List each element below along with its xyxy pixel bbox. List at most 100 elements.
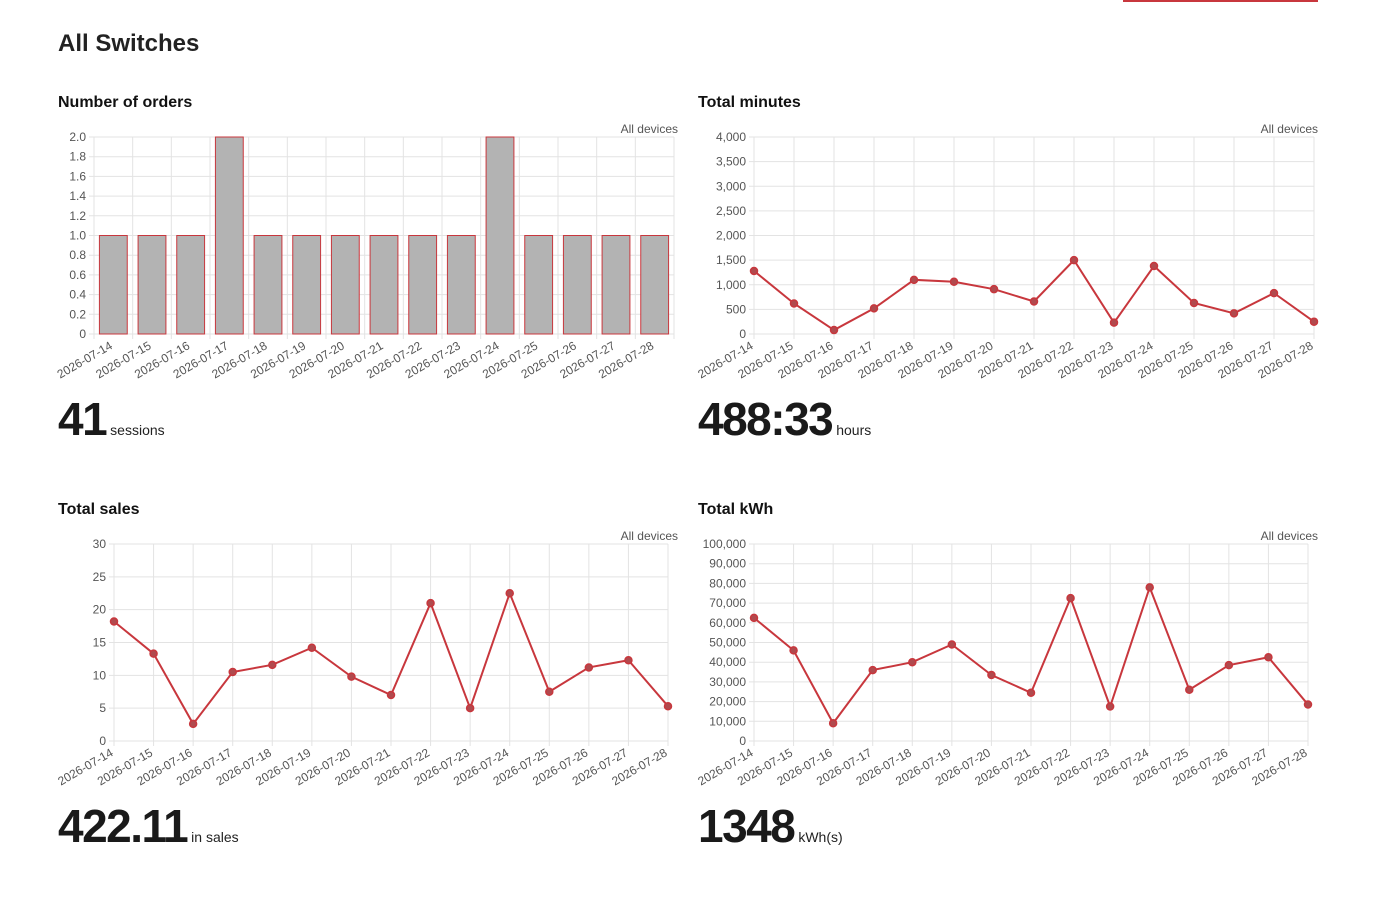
y-tick-label: 0 [739, 734, 746, 748]
stat-value: 1348 [698, 800, 796, 852]
y-tick-label: 40,000 [709, 655, 746, 669]
bar [330, 235, 360, 335]
data-point [1066, 593, 1075, 603]
data-point [749, 613, 759, 623]
bar [214, 136, 244, 335]
data-point [149, 649, 158, 658]
data-point [1185, 685, 1194, 695]
y-tick-label: 10 [93, 668, 107, 682]
y-tick-label: 0.6 [69, 268, 86, 282]
gridlines [109, 543, 669, 746]
top-accent-bar [1123, 0, 1318, 2]
page-title: All Switches [58, 30, 200, 57]
kwh-chart-panel: Total kWh All devices 100,000 90,000 80,00… [695, 501, 1318, 861]
data-point [749, 266, 759, 276]
bar [640, 235, 670, 335]
data-point [1105, 702, 1115, 711]
stat-summary: 41 sessions [58, 392, 165, 446]
bar [446, 235, 476, 335]
y-tick-label: 2,000 [716, 229, 746, 243]
y-tick-label: 500 [726, 302, 746, 316]
y-tick-label: 0.8 [69, 248, 86, 262]
y-tick-label: 0 [739, 327, 746, 341]
y-tick-label: 2.0 [69, 130, 86, 144]
data-point [987, 670, 996, 680]
y-tick-label: 1.2 [69, 209, 86, 223]
y-tick-label: 1.4 [69, 189, 86, 203]
data-point [1264, 653, 1273, 662]
data-point [426, 598, 435, 608]
data-point [1069, 255, 1079, 265]
data-point [1149, 261, 1159, 271]
data-point [663, 701, 673, 711]
y-tick-label: 30 [93, 537, 107, 551]
orders-bar-chart: 2.01.81.61.41.21.00.80.60.40.202026-07-1… [55, 130, 675, 381]
data-point [1029, 297, 1039, 306]
panel-title: Total kWh [698, 501, 774, 518]
data-point [1026, 688, 1036, 697]
bar [98, 235, 128, 335]
data-point [1303, 700, 1313, 709]
y-tick-label: 4,000 [716, 130, 746, 144]
data-point [789, 646, 798, 655]
data-point [949, 277, 959, 287]
data-point [1109, 318, 1119, 327]
bar [601, 235, 631, 335]
data-point [828, 719, 838, 728]
panel-title: Number of orders [58, 94, 193, 111]
y-tick-label: 0.2 [69, 307, 86, 321]
minutes-line-chart: 4,0003,5003,0002,5002,0001,5001,00050002… [695, 130, 1319, 381]
stat-unit: hours [836, 422, 872, 438]
data-point [789, 299, 799, 308]
data-point [505, 589, 514, 598]
data-point [947, 640, 957, 649]
panel-title: Total minutes [698, 94, 801, 111]
device-filter-label: All devices [620, 122, 678, 136]
kwh-line-chart: 100,000 90,000 80,000 70,000 60,000 50,000 40,… [695, 537, 1313, 788]
y-tick-label: 25 [93, 570, 107, 584]
device-filter-label: All devices [1260, 529, 1318, 543]
y-tick-label: 60,000 [709, 616, 746, 630]
data-point [347, 672, 356, 681]
gridlines [749, 136, 1315, 339]
y-tick-label: 90,000 [709, 557, 746, 571]
data-point [386, 690, 396, 700]
y-tick-label: 3,000 [716, 179, 746, 193]
y-tick-label: 1.0 [69, 229, 86, 243]
y-tick-label: 0 [99, 734, 106, 748]
stat-summary: 422.11 in sales [58, 799, 239, 853]
stat-summary: 1348 kWh(s) [698, 799, 843, 853]
y-tick-label: 20 [93, 603, 107, 617]
y-tick-label: 15 [93, 636, 107, 650]
data-point [869, 304, 879, 313]
orders-chart-panel: Number of orders All devices 2.0 1.8 1.6 1.… [55, 94, 678, 454]
data-point [268, 660, 277, 670]
y-tick-label: 1,000 [716, 278, 746, 292]
data-point [1309, 317, 1319, 326]
bar [176, 235, 206, 335]
sales-chart-panel: Total sales All devices 30 25 20 15 10 5 0 2026… [55, 501, 678, 861]
y-tick-label: 1.6 [69, 169, 86, 183]
stat-summary: 488:33 hours [698, 392, 871, 446]
device-filter-label: All devices [620, 529, 678, 543]
data-point [584, 663, 594, 672]
data-point [188, 719, 198, 729]
y-tick-label: 0 [79, 327, 86, 341]
data-point [1145, 583, 1154, 592]
data-point [624, 655, 633, 665]
stat-unit: kWh(s) [798, 829, 843, 845]
y-tick-label: 70,000 [709, 596, 746, 610]
device-filter-label: All devices [1260, 122, 1318, 136]
y-tick-label: 3,500 [716, 155, 746, 169]
y-tick-label: 100,000 [703, 537, 747, 551]
y-tick-label: 30,000 [709, 675, 746, 689]
sales-line-chart: 3025201510502026-07-142026-07-152026-07-… [55, 537, 673, 788]
y-tick-label: 50,000 [709, 636, 746, 650]
y-tick-label: 10,000 [709, 714, 746, 728]
stat-unit: in sales [191, 829, 239, 845]
y-tick-label: 1.8 [69, 150, 86, 164]
data-point [989, 284, 999, 294]
data-point [1189, 298, 1199, 308]
y-tick-label: 2,500 [716, 204, 746, 218]
bar [524, 235, 554, 335]
